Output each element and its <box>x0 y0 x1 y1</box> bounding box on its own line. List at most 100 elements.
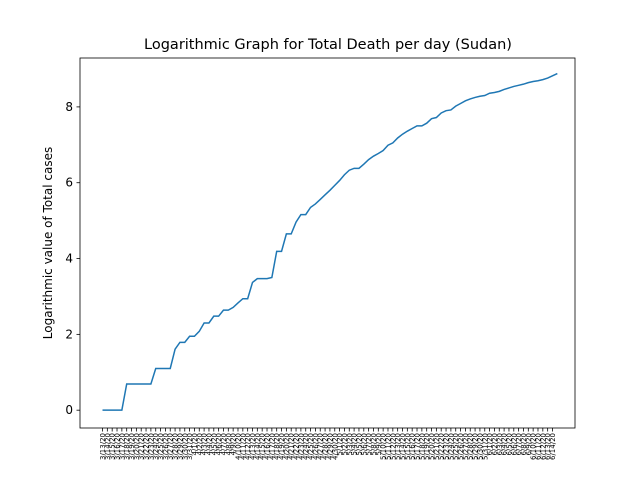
x-tick-label: 5/23/20 <box>443 433 451 460</box>
x-tick-label: 5/13/20 <box>394 433 402 460</box>
x-tick-label: 3/29/20 <box>176 433 184 460</box>
x-tick-label: 3/18/20 <box>123 433 131 460</box>
x-tick-label: 6/13/20 <box>544 433 552 460</box>
y-tick-label: 2 <box>65 327 73 341</box>
x-tick-label: 3/22/20 <box>143 433 151 460</box>
x-tick-label: 6/4/20 <box>501 433 509 456</box>
x-tick-label: 3/13/20 <box>99 433 107 460</box>
x-tick-label: 4/18/20 <box>273 433 281 460</box>
x-tick-label: 6/7/20 <box>515 433 523 456</box>
x-tick-label: 5/11/20 <box>384 433 392 460</box>
plot-frame <box>79 57 576 429</box>
y-axis-label: Logarithmic value of Total cases <box>41 147 55 339</box>
x-tick-label: 4/7/20 <box>220 433 228 456</box>
x-tick-label: 5/28/20 <box>467 433 475 460</box>
x-tick-label: 5/12/20 <box>389 433 397 460</box>
x-tick-label: 3/25/20 <box>157 433 165 460</box>
x-tick-label: 6/1/20 <box>486 433 494 456</box>
x-tick-label: 3/24/20 <box>152 433 160 460</box>
x-tick-label: 5/2/20 <box>341 433 349 456</box>
x-tick-label: 4/14/20 <box>254 433 262 460</box>
x-tick-label: 4/16/20 <box>264 433 272 460</box>
x-tick-label: 3/27/20 <box>167 433 175 460</box>
x-tick-label: 3/19/20 <box>128 433 136 460</box>
x-tick-label: 5/7/20 <box>365 433 373 456</box>
x-tick-label: 4/20/20 <box>283 433 291 460</box>
x-tick-label: 4/9/20 <box>230 433 238 456</box>
x-tick-label: 6/12/20 <box>539 433 547 460</box>
x-tick-label: 5/31/20 <box>481 433 489 460</box>
x-tick-label: 4/29/20 <box>326 433 334 460</box>
x-tick-label: 5/3/20 <box>346 433 354 456</box>
x-tick-label: 6/9/20 <box>525 433 533 456</box>
x-tick-label: 3/26/20 <box>162 433 170 460</box>
x-tick-label: 4/27/20 <box>317 433 325 460</box>
x-tick-label: 5/1/20 <box>336 433 344 456</box>
x-tick-label: 5/9/20 <box>375 433 383 456</box>
x-tick-label: 5/15/20 <box>404 433 412 460</box>
x-tick-label: 6/5/20 <box>505 433 513 456</box>
x-tick-label: 5/27/20 <box>462 433 470 460</box>
x-tick-label: 4/19/20 <box>278 433 286 460</box>
x-tick-label: 5/6/20 <box>360 433 368 456</box>
x-tick-label: 5/29/20 <box>472 433 480 460</box>
x-tick-label: 3/20/20 <box>133 433 141 460</box>
x-tick-label: 4/15/20 <box>259 433 267 460</box>
y-tick-label: 8 <box>65 100 73 114</box>
x-tick-label: 5/21/20 <box>433 433 441 460</box>
x-tick-label: 4/8/20 <box>225 433 233 456</box>
x-tick-label: 4/17/20 <box>268 433 276 460</box>
x-tick-label: 4/10/20 <box>234 433 242 460</box>
y-tick-label: 0 <box>65 403 73 417</box>
x-tick-label: 4/21/20 <box>288 433 296 460</box>
x-tick-label: 3/23/20 <box>147 433 155 460</box>
x-tick-label: 4/30/20 <box>331 433 339 460</box>
x-tick-label: 5/24/20 <box>447 433 455 460</box>
chart-title: Logarithmic Graph for Total Death per da… <box>144 37 512 53</box>
x-tick-label: 5/18/20 <box>418 433 426 460</box>
x-tick-label: 4/12/20 <box>244 433 252 460</box>
x-tick-label: 5/4/20 <box>351 433 359 456</box>
x-tick-label: 4/23/20 <box>297 433 305 460</box>
x-tick-label: 3/28/20 <box>172 433 180 460</box>
x-tick-label: 3/30/20 <box>181 433 189 460</box>
x-tick-label: 6/2/20 <box>491 433 499 456</box>
x-tick-label: 3/21/20 <box>138 433 146 460</box>
x-tick-label: 4/1/20 <box>191 433 199 456</box>
x-tick-label: 4/6/20 <box>215 433 223 456</box>
x-tick-label: 6/8/20 <box>520 433 528 456</box>
x-tick-label: 5/17/20 <box>414 433 422 460</box>
x-tick-label: 5/14/20 <box>399 433 407 460</box>
x-tick-label: 5/19/20 <box>423 433 431 460</box>
x-tick-label: 4/11/20 <box>239 433 247 460</box>
y-tick-label: 6 <box>65 176 73 190</box>
x-tick-label: 6/3/20 <box>496 433 504 456</box>
x-tick-label: 4/3/20 <box>201 433 209 456</box>
x-tick-label: 4/13/20 <box>249 433 257 460</box>
y-tick-label: 4 <box>65 252 73 266</box>
x-tick-label: 4/26/20 <box>312 433 320 460</box>
x-tick-label: 5/30/20 <box>476 433 484 460</box>
x-tick-label: 5/16/20 <box>409 433 417 460</box>
x-tick-label: 3/31/20 <box>186 433 194 460</box>
x-tick-label: 3/14/20 <box>104 433 112 460</box>
x-tick-label: 6/14/20 <box>549 433 557 460</box>
x-tick-label: 3/15/20 <box>109 433 117 460</box>
x-tick-label: 4/25/20 <box>307 433 315 460</box>
x-tick-label: 5/8/20 <box>370 433 378 456</box>
x-tick-label: 6/11/20 <box>534 433 542 460</box>
x-tick-label: 3/16/20 <box>114 433 122 460</box>
x-tick-label: 4/5/20 <box>210 433 218 456</box>
x-tick-label: 5/20/20 <box>428 433 436 460</box>
x-tick-label: 4/22/20 <box>293 433 301 460</box>
x-tick-label: 5/25/20 <box>452 433 460 460</box>
x-tick-label: 4/2/20 <box>196 433 204 456</box>
x-tick-label: 4/28/20 <box>322 433 330 460</box>
x-tick-label: 4/4/20 <box>205 433 213 456</box>
x-tick-label: 6/10/20 <box>530 433 538 460</box>
data-line <box>102 72 558 411</box>
x-tick-label: 5/5/20 <box>355 433 363 456</box>
x-tick-label: 5/22/20 <box>438 433 446 460</box>
